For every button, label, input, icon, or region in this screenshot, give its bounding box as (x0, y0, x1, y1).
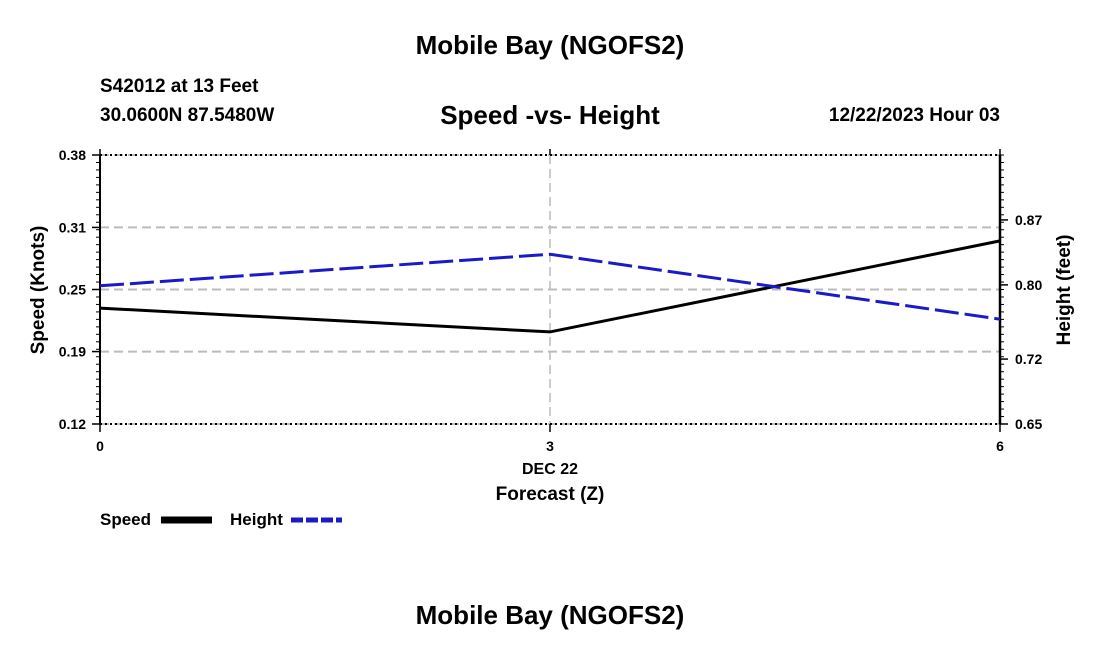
grid-layer (100, 154, 1000, 425)
series-layer (99, 239, 1001, 334)
y-left-tick-label: 0.19 (59, 344, 86, 360)
legend-label-height: Height (230, 510, 283, 529)
y-left-tick-label: 0.31 (59, 219, 86, 235)
y-left-tick-label: 0.12 (59, 416, 86, 432)
legend-label-speed: Speed (100, 510, 151, 529)
y-axis-left-title: Speed (Knots) (28, 226, 49, 355)
y-right-tick-label: 0.87 (1015, 212, 1042, 228)
y-right-tick-label: 0.80 (1015, 277, 1042, 293)
station-coordinates: 30.0600N 87.5480W (100, 105, 275, 126)
y-axis-right-title: Height (feet) (1054, 235, 1075, 346)
y-left-tick-label: 0.38 (59, 147, 86, 163)
footer-title: Mobile Bay (NGOFS2) (415, 600, 685, 630)
series-line-height (99, 252, 1001, 321)
station-name: S42012 at 13 Feet (100, 76, 259, 97)
axis-layer (92, 149, 1008, 432)
tick-label-layer: 0.12 0.19 0.25 0.31 0.38 0.65 0.72 0.80 0.87 0 3 6 (59, 147, 1043, 454)
x-axis-sub-label: DEC 22 (522, 461, 578, 478)
x-tick-label: 0 (96, 438, 104, 454)
series-line-speed (99, 239, 1001, 334)
x-axis-title: Forecast (Z) (496, 484, 605, 505)
y-right-tick-label: 0.72 (1015, 351, 1042, 367)
y-right-tick-label: 0.65 (1015, 416, 1042, 432)
y-left-tick-label: 0.25 (59, 282, 86, 298)
chart-title: Speed -vs- Height (440, 100, 660, 130)
forecast-date: 12/22/2023 Hour 03 (828, 105, 1000, 126)
legend: Speed Height (100, 510, 342, 529)
x-tick-label: 3 (546, 438, 554, 454)
main-title: Mobile Bay (NGOFS2) (415, 30, 685, 60)
x-tick-label: 6 (996, 438, 1004, 454)
